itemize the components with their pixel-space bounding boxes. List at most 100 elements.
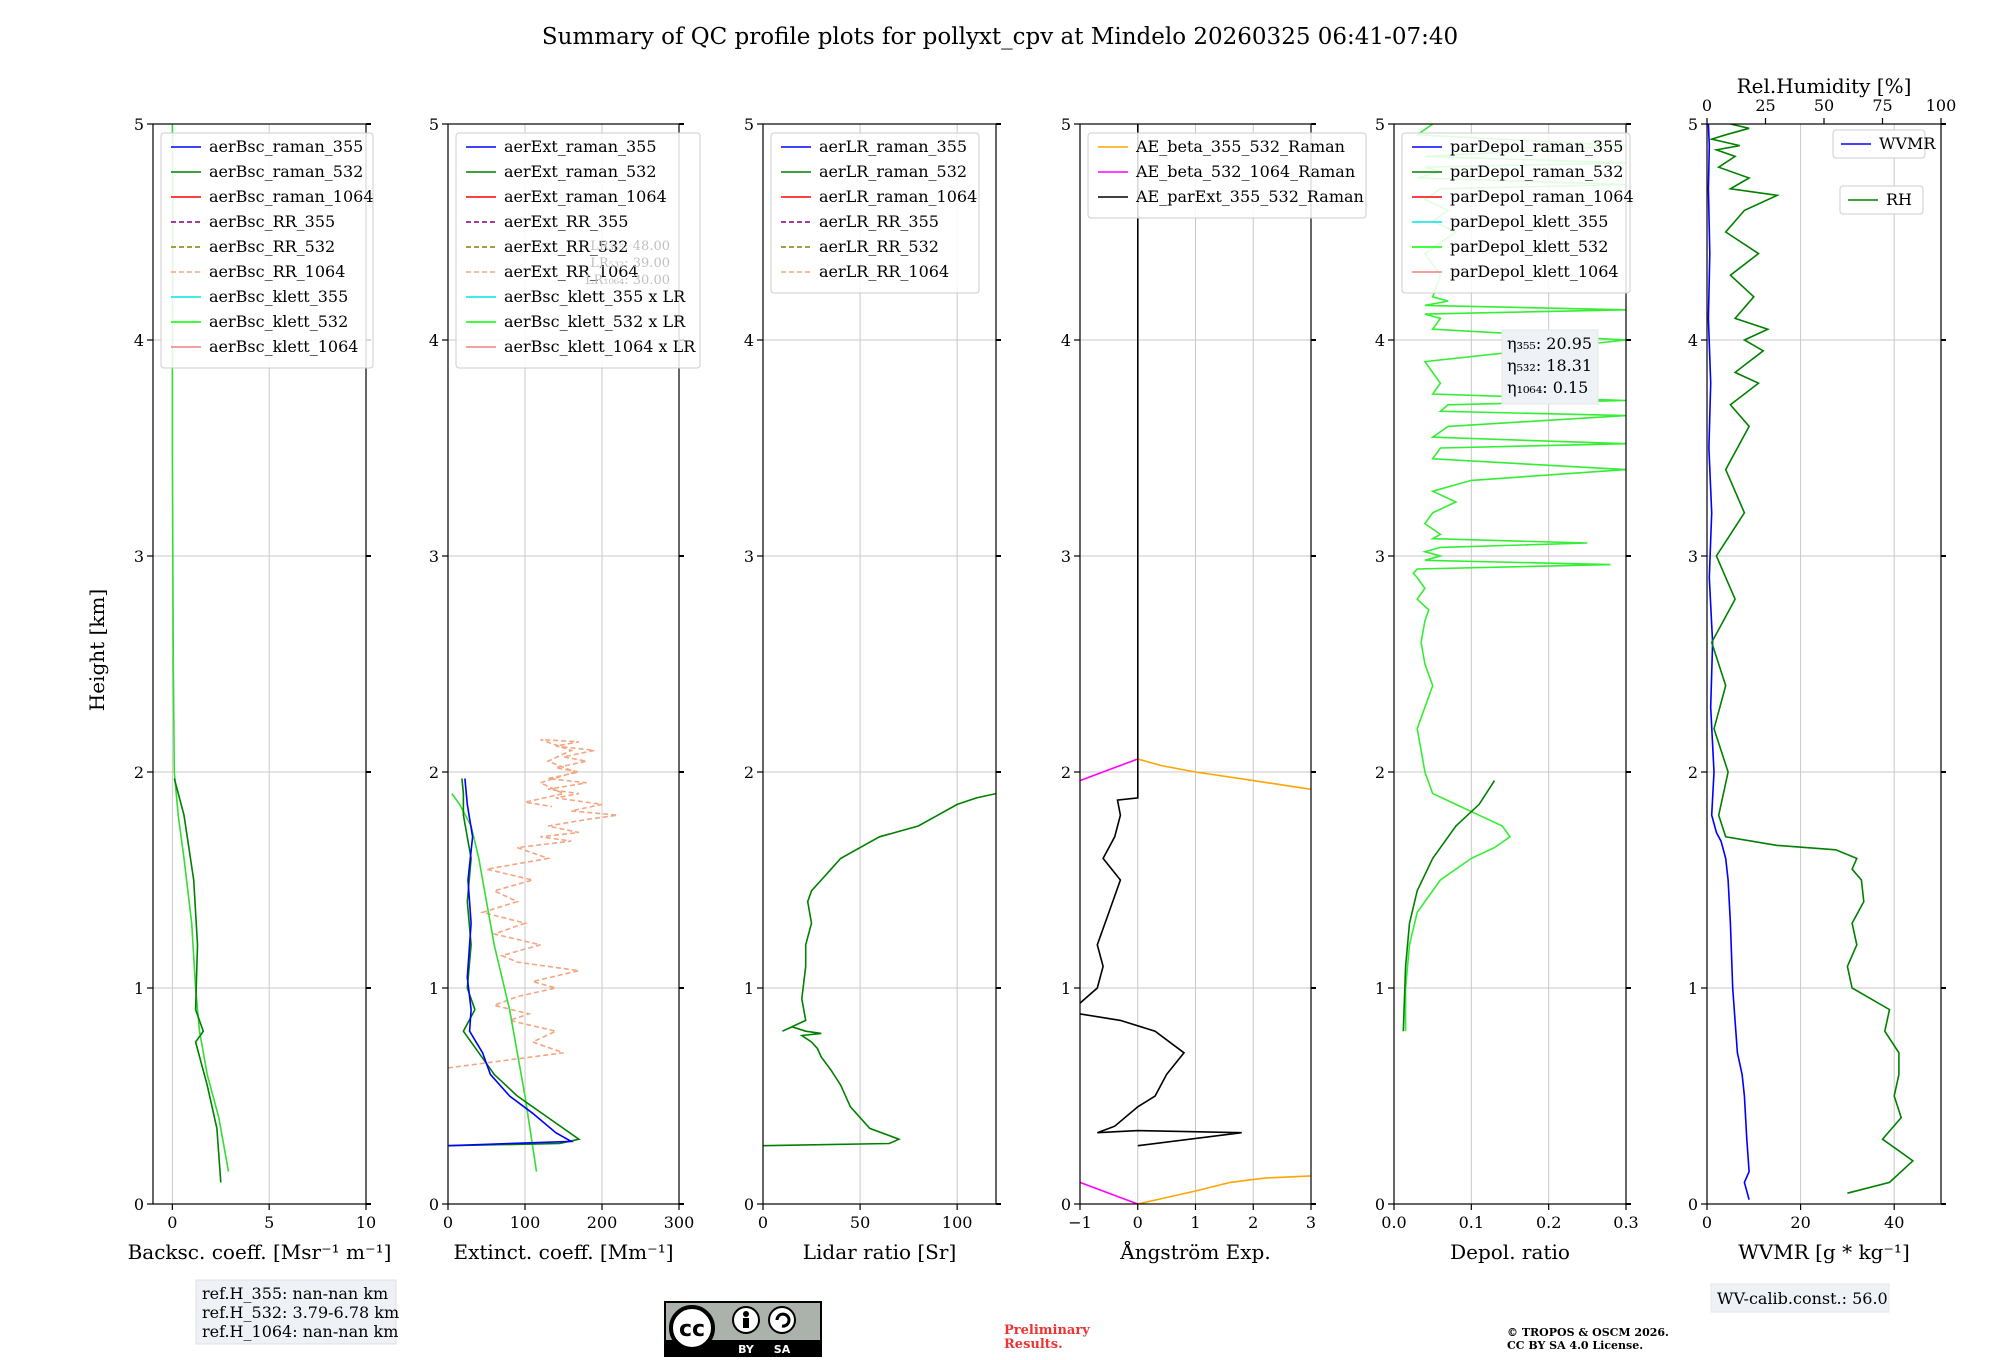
y-tick-label: 4: [1688, 331, 1698, 350]
series-line-aerext-raman-355: [448, 778, 575, 1147]
legend-label: parDepol_raman_355: [1450, 137, 1623, 156]
series-line-ae-parext-355-532-raman: [1080, 124, 1139, 1004]
panel-ext: 0 1 2 3 4 5 0 100 200 300 Extinct. coeff. [Mm⁻¹] ae…: [429, 115, 701, 1264]
x-tick-label: 0: [1702, 1213, 1712, 1232]
x-tick-label: 5: [264, 1213, 274, 1232]
series-line-ae-beta-532-1064-raman: [1080, 758, 1139, 782]
top-x-tick-label: 75: [1872, 96, 1892, 115]
y-tick-label: 1: [1688, 979, 1698, 998]
x-tick-label: 10: [356, 1213, 376, 1232]
cc-license-logo: cc BY SA: [664, 1301, 822, 1357]
legend-label: parDepol_raman_532: [1450, 162, 1623, 181]
series-line-rh: [1708, 124, 1915, 1194]
legend-label: WVMR: [1879, 134, 1936, 153]
cc-icon: cc: [679, 1317, 705, 1342]
legend-label: parDepol_raman_1064: [1450, 187, 1634, 206]
x-tick-label: 1: [1190, 1213, 1200, 1232]
top-x-tick-label: 50: [1814, 96, 1834, 115]
series-line-ae-beta-355-532-raman: [1137, 1175, 1311, 1204]
y-tick-label: 0: [1061, 1195, 1071, 1214]
series-group: [1080, 124, 1311, 1204]
legend-label: aerLR_RR_355: [819, 212, 939, 231]
panel-bsc: 0 1 2 3 4 5 0 5 10 Backsc. coeff. [Msr⁻¹ m⁻¹] aerB…: [128, 115, 392, 1264]
legend-label: RH: [1886, 190, 1912, 209]
series-line-ae-parext-355-532-raman: [1080, 1013, 1242, 1147]
legend-label: aerExt_RR_1064: [504, 262, 639, 281]
legend-label: parDepol_klett_532: [1450, 237, 1608, 256]
legend-label: aerBsc_RR_1064: [209, 262, 345, 281]
legend-label: aerLR_raman_532: [819, 162, 967, 181]
x-tick-label: 0.2: [1536, 1213, 1561, 1232]
series-line-aerext-raman-532: [448, 778, 581, 1147]
y-tick-label: 0: [1688, 1195, 1698, 1214]
y-tick-label: 1: [134, 979, 144, 998]
y-tick-label: 0: [744, 1195, 754, 1214]
x-tick-label: 0.1: [1459, 1213, 1484, 1232]
x-tick-label: −1: [1068, 1213, 1092, 1232]
legend-label: aerExt_raman_355: [504, 137, 657, 156]
top-x-tick-label: 25: [1755, 96, 1775, 115]
legend-box: [1087, 132, 1367, 219]
legend-label: aerLR_raman_355: [819, 137, 967, 156]
legend-label: aerLR_RR_532: [819, 237, 939, 256]
x-tick-label: 0.3: [1613, 1213, 1638, 1232]
y-tick-label: 3: [1688, 547, 1698, 566]
x-axis-label: Depol. ratio: [1450, 1240, 1570, 1264]
plot-frame: [762, 123, 997, 1205]
legend-label: aerBsc_raman_355: [209, 137, 363, 156]
y-tick-label: 4: [429, 331, 439, 350]
panel-depol: 0 1 2 3 4 5 0.0 0.1 0.2 0.3 Depol. ratio parDepol_r…: [1375, 115, 1639, 1264]
legend-item: WVMR: [1832, 129, 1936, 159]
x-tick-label: 3: [1306, 1213, 1316, 1232]
legend-label: parDepol_klett_355: [1450, 212, 1608, 231]
top-x-tick-label: 0: [1702, 96, 1712, 115]
ref-height-1064: ref.H_1064: nan-nan km: [202, 1322, 398, 1341]
series-group: [448, 738, 618, 1172]
x-tick-label: 0: [443, 1213, 453, 1232]
series-line-aerbsc-raman-532: [173, 778, 222, 1183]
x-axis-label: WVMR [g * kg⁻¹]: [1738, 1240, 1910, 1264]
legend-box: [1401, 132, 1631, 294]
cc-sa-label: SA: [774, 1343, 791, 1356]
preliminary-results-line1: Preliminary: [1004, 1323, 1090, 1338]
plot-frame: [447, 123, 680, 1205]
x-tick-label: 100: [510, 1213, 541, 1232]
y-tick-label: 4: [744, 331, 754, 350]
top-x-tick-label: 100: [1926, 96, 1957, 115]
y-tick-label: 5: [134, 115, 144, 134]
series-line-aerext-rr-1064: [448, 738, 618, 1069]
lidar-ratio-label: LR₅₃₂: 39.00: [590, 256, 670, 271]
ref-height-box: ref.H_355: nan-nan km ref.H_532: 3.79-6.…: [195, 1279, 399, 1345]
by-icon: [743, 1311, 749, 1317]
legend-item: RH: [1839, 185, 1924, 215]
legend-box: [770, 132, 980, 294]
y-tick-label: 1: [1061, 979, 1071, 998]
y-tick-label: 3: [1375, 547, 1385, 566]
y-tick-label: 3: [744, 547, 754, 566]
series-line-wvmr: [1707, 124, 1750, 1200]
y-tick-label: 1: [429, 979, 439, 998]
lidar-ratio-label: LR₁₀₆₄: 30.00: [585, 273, 670, 288]
eta-label: η₅₃₂: 18.31: [1507, 356, 1592, 375]
series-group: [171, 124, 230, 1183]
ref-height-532: ref.H_532: 3.79-6.78 km: [202, 1303, 399, 1322]
y-tick-label: 2: [1688, 763, 1698, 782]
legend-label: aerExt_raman_532: [504, 162, 657, 181]
legend-label: AE_parExt_355_532_Raman: [1135, 187, 1364, 206]
plot-frame: [1393, 123, 1627, 1205]
y-tick-label: 0: [429, 1195, 439, 1214]
x-axis-label: Lidar ratio [Sr]: [803, 1240, 957, 1264]
y-tick-label: 3: [134, 547, 144, 566]
y-tick-label: 3: [429, 547, 439, 566]
legend-box: [1832, 129, 1926, 159]
legend-label: AE_beta_355_532_Raman: [1135, 137, 1345, 156]
y-tick-label: 4: [1375, 331, 1385, 350]
y-tick-label: 4: [1061, 331, 1071, 350]
legend-label: AE_beta_532_1064_Raman: [1135, 162, 1355, 181]
legend-label: aerBsc_klett_532: [209, 312, 348, 331]
y-axis-label: Height [km]: [85, 589, 109, 711]
eta-label: η₁₀₆₄: 0.15: [1507, 378, 1588, 397]
legend-label: aerExt_RR_532: [504, 237, 628, 256]
legend-label: aerBsc_klett_1064 x LR: [504, 337, 696, 356]
